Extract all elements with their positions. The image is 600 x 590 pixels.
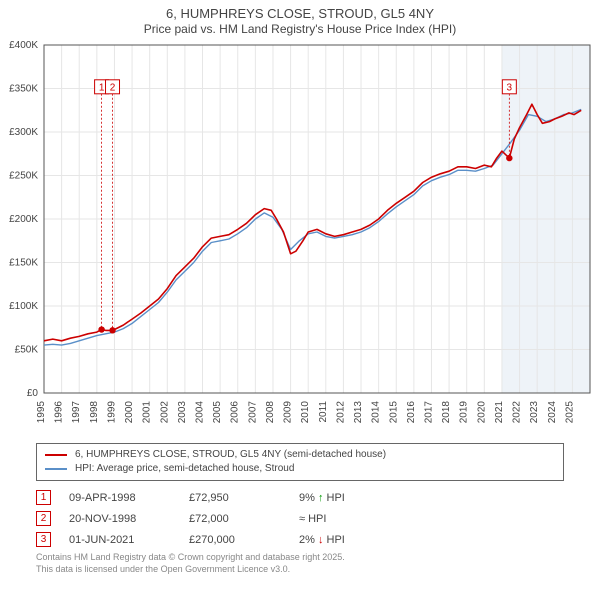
sale-row: 2 20-NOV-1998£72,000≈ HPI xyxy=(36,508,564,529)
approx-icon: ≈ xyxy=(299,513,305,525)
svg-text:£250K: £250K xyxy=(9,171,38,182)
sale-diff: ≈ HPI xyxy=(299,513,326,525)
sales-table: 1 09-APR-1998£72,9509% ↑ HPI 2 20-NOV-1998£… xyxy=(36,487,564,550)
svg-text:1995: 1995 xyxy=(36,401,47,424)
svg-text:£100K: £100K xyxy=(9,301,38,312)
svg-text:2016: 2016 xyxy=(406,401,417,424)
sale-price: £72,950 xyxy=(189,492,299,504)
svg-text:2004: 2004 xyxy=(195,401,206,424)
legend-label-hpi: HPI: Average price, semi-detached house,… xyxy=(75,462,294,476)
svg-text:£150K: £150K xyxy=(9,258,38,269)
legend-swatch-property xyxy=(45,454,67,456)
svg-text:2011: 2011 xyxy=(318,401,329,423)
svg-text:2: 2 xyxy=(110,83,116,94)
legend-swatch-hpi xyxy=(45,468,67,470)
svg-text:£350K: £350K xyxy=(9,84,38,95)
svg-text:2002: 2002 xyxy=(159,401,170,424)
svg-text:2017: 2017 xyxy=(423,401,434,424)
svg-text:£400K: £400K xyxy=(9,41,38,51)
attribution-line2: This data is licensed under the Open Gov… xyxy=(36,564,564,575)
sale-date: 09-APR-1998 xyxy=(69,492,189,504)
title-line2: Price paid vs. HM Land Registry's House … xyxy=(0,22,600,37)
sale-row: 3 01-JUN-2021£270,0002% ↓ HPI xyxy=(36,529,564,550)
chart-title: 6, HUMPHREYS CLOSE, STROUD, GL5 4NY Pric… xyxy=(0,0,600,37)
legend: 6, HUMPHREYS CLOSE, STROUD, GL5 4NY (sem… xyxy=(36,443,564,481)
svg-text:£300K: £300K xyxy=(9,127,38,138)
svg-text:1998: 1998 xyxy=(89,401,100,424)
svg-text:1: 1 xyxy=(99,83,105,94)
svg-text:2007: 2007 xyxy=(247,401,258,424)
svg-text:2010: 2010 xyxy=(300,401,311,424)
svg-text:3: 3 xyxy=(507,83,513,94)
svg-text:2015: 2015 xyxy=(388,401,399,424)
svg-text:2012: 2012 xyxy=(335,401,346,424)
arrow-down-icon: ↓ xyxy=(318,534,324,546)
svg-text:1997: 1997 xyxy=(71,401,82,424)
legend-item-property: 6, HUMPHREYS CLOSE, STROUD, GL5 4NY (sem… xyxy=(45,448,555,462)
sale-badge: 2 xyxy=(36,511,51,526)
svg-text:2023: 2023 xyxy=(529,401,540,424)
svg-text:2020: 2020 xyxy=(476,401,487,424)
title-line1: 6, HUMPHREYS CLOSE, STROUD, GL5 4NY xyxy=(0,6,600,22)
svg-text:£50K: £50K xyxy=(15,345,39,356)
svg-text:1999: 1999 xyxy=(106,401,117,424)
sale-date: 20-NOV-1998 xyxy=(69,513,189,525)
sale-badge: 1 xyxy=(36,490,51,505)
sale-price: £270,000 xyxy=(189,534,299,546)
sale-price: £72,000 xyxy=(189,513,299,525)
svg-text:£0: £0 xyxy=(27,388,39,399)
svg-text:2018: 2018 xyxy=(441,401,452,424)
svg-text:2022: 2022 xyxy=(512,401,523,424)
svg-text:2006: 2006 xyxy=(230,401,241,424)
svg-text:2001: 2001 xyxy=(142,401,153,424)
chart: £0 £50K £100K £150K £200K £250K £300K £350K £400… xyxy=(0,41,600,437)
legend-item-hpi: HPI: Average price, semi-detached house,… xyxy=(45,462,555,476)
arrow-up-icon: ↑ xyxy=(318,492,324,504)
attribution-line1: Contains HM Land Registry data © Crown c… xyxy=(36,552,564,563)
svg-text:£200K: £200K xyxy=(9,214,38,225)
sale-diff: 2% ↓ HPI xyxy=(299,534,345,546)
svg-text:2014: 2014 xyxy=(371,401,382,424)
legend-label-property: 6, HUMPHREYS CLOSE, STROUD, GL5 4NY (sem… xyxy=(75,448,386,462)
svg-text:2003: 2003 xyxy=(177,401,188,424)
svg-text:2025: 2025 xyxy=(564,401,575,424)
sale-row: 1 09-APR-1998£72,9509% ↑ HPI xyxy=(36,487,564,508)
svg-text:2000: 2000 xyxy=(124,401,135,424)
svg-text:2019: 2019 xyxy=(459,401,470,424)
attribution: Contains HM Land Registry data © Crown c… xyxy=(36,552,564,575)
sale-date: 01-JUN-2021 xyxy=(69,534,189,546)
svg-text:2005: 2005 xyxy=(212,401,223,424)
svg-text:2008: 2008 xyxy=(265,401,276,424)
chart-svg: £0 £50K £100K £150K £200K £250K £300K £350K £400… xyxy=(0,41,600,437)
svg-text:1996: 1996 xyxy=(54,401,65,424)
sale-diff: 9% ↑ HPI xyxy=(299,492,345,504)
svg-text:2024: 2024 xyxy=(547,401,558,424)
svg-text:2009: 2009 xyxy=(283,401,294,424)
svg-text:2013: 2013 xyxy=(353,401,364,424)
svg-text:2021: 2021 xyxy=(494,401,505,424)
sale-badge: 3 xyxy=(36,532,51,547)
